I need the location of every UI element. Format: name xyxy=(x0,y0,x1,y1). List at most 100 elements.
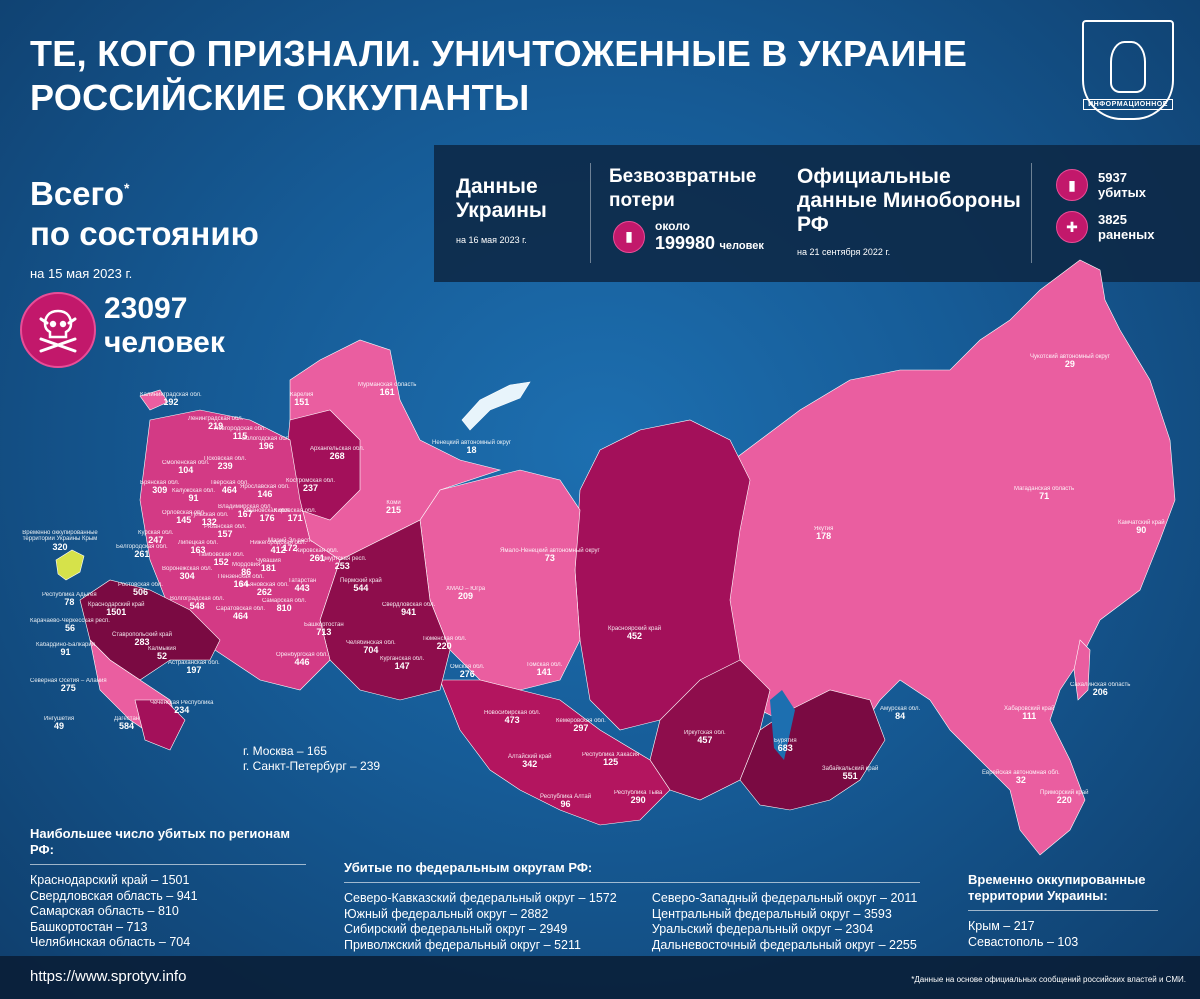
map-label-chuvashia: Чувашия 181 xyxy=(256,558,281,574)
occupied-list: Временно оккупированные территории Украи… xyxy=(968,872,1158,950)
list-item: Дальневосточный федеральный округ – 2255 xyxy=(651,937,917,952)
list-item: Центральный федеральный округ – 3593 xyxy=(651,906,892,921)
title-line-2: РОССИЙСКИЕ ОККУПАНТЫ xyxy=(30,77,530,118)
map-label-irkutsk: Иркутская обл. 457 xyxy=(684,730,726,746)
list-item: Уральский федеральный округ – 2304 xyxy=(651,922,874,936)
map-label-nizhny: Нижегородская обл. 412 xyxy=(250,540,307,556)
lake-baikal xyxy=(770,690,795,760)
mod-stats: ▮ 5937 убитых ✚ 3825 раненых xyxy=(1056,169,1154,243)
map-label-udmurtia: Удмуртская респ. 253 xyxy=(318,556,367,572)
map-label-adygea: Республика Адыгея 78 xyxy=(42,592,97,608)
total-count-unit: человек xyxy=(104,326,225,359)
killed-label: убитых xyxy=(1098,185,1146,200)
total-title-line1: Всего xyxy=(30,175,125,212)
map-label-ulyanovsk: Ульяновская обл. 262 xyxy=(240,582,289,598)
map-label-chelyabinsk: Челябинская обл. 704 xyxy=(346,640,396,656)
mod-block: Официальные данные Минобороны РФ на 21 с… xyxy=(797,165,1022,257)
map-label-tyumen: Тюменская обл. 220 xyxy=(422,636,467,652)
wounded-row: ✚ 3825 раненых xyxy=(1056,211,1154,243)
panel-divider xyxy=(1031,163,1032,263)
mod-date: на 21 сентября 2022 г. xyxy=(797,247,891,257)
map-label-ryazan: Рязанская обл. 157 xyxy=(204,524,247,540)
map-label-astrakhan: Астраханская обл. 197 xyxy=(168,660,220,676)
region-sakhalin xyxy=(1073,639,1091,701)
map-label-tambov: Тамбовская обл. 152 xyxy=(198,552,245,568)
footer: https://www.sprotyv.info *Данные на осно… xyxy=(0,956,1200,999)
map-label-rostov: Ростовская обл. 506 xyxy=(118,582,163,598)
map-label-pskov: Псковская обл. 239 xyxy=(204,456,247,472)
region-novaya-zemlya xyxy=(461,381,531,431)
region-dagestan xyxy=(134,699,186,751)
map-label-novgorod: Новгородская обл. 115 xyxy=(214,426,266,442)
list-item: Северо-Западный федеральный округ – 2011 xyxy=(651,891,918,905)
total-asterisk: * xyxy=(124,180,130,196)
occupied-title: Временно оккупированные территории Украи… xyxy=(968,872,1146,903)
region-crimea xyxy=(55,549,85,581)
map-label-kaluga: Калужская обл. 91 xyxy=(172,488,216,504)
map-label-tyva: Республика Тыва 290 xyxy=(614,790,663,806)
total-title-line2: по состоянию xyxy=(30,215,259,252)
map-label-kemerovo: Кемеровская обл. 297 xyxy=(556,718,606,734)
federal-districts-col1: Северо-Кавказский федеральный округ – 15… xyxy=(344,891,642,953)
map-label-tatarstan: Татарстан 443 xyxy=(288,578,317,594)
total-count: 23097 человек xyxy=(104,292,225,360)
bandaged-person-icon: ✚ xyxy=(1056,211,1088,243)
spb-count: г. Санкт-Петербург – 239 xyxy=(243,759,381,773)
losses-block: Безвозвратные потери ▮ около 199980 чело… xyxy=(609,165,789,254)
map-label-perm: Пермский край 544 xyxy=(340,578,382,594)
list-item: Севастополь – 103 xyxy=(968,934,1079,949)
map-label-leningrad: Ленинградская обл. 219 xyxy=(188,416,244,432)
federal-districts-columns: Северо-Кавказский федеральный округ – 15… xyxy=(344,891,920,953)
map-label-volgograd: Волгоградская обл. 548 xyxy=(170,596,225,612)
ukraine-title: Данные Украины xyxy=(456,175,547,222)
map-label-arkhangelsk: Архангельская обл. 268 xyxy=(310,446,365,462)
list-item: Башкортостан – 713 xyxy=(30,919,148,934)
map-label-magadan: Магаданская область 71 xyxy=(1014,486,1075,502)
list-item: Краснодарский край – 1501 xyxy=(30,873,190,887)
map-label-penza: Пензенская обл. 164 xyxy=(218,574,264,590)
map-label-zabaikalsky: Забайкальский край 551 xyxy=(822,766,879,782)
divider xyxy=(968,910,1158,911)
map-label-krasnodar: Краснодарский край 1501 xyxy=(88,602,145,618)
footer-url[interactable]: https://www.sprotyv.info xyxy=(30,968,187,985)
map-label-novosibirsk: Новосибирская обл. 473 xyxy=(484,710,541,726)
map-label-altai-rep: Республика Алтай 96 xyxy=(540,794,592,810)
divider xyxy=(344,882,920,883)
map-label-ingushetia: Ингушетия 49 xyxy=(44,716,75,732)
list-item: Крым – 217 xyxy=(968,919,1035,933)
map-label-karelia: Карелия 151 xyxy=(290,392,314,408)
top-regions-title: Наибольшее число убитых по регионам РФ: xyxy=(30,826,291,857)
map-label-lipetsk: Липецкая обл. 163 xyxy=(178,540,218,556)
skull-crossbones-icon xyxy=(20,292,96,368)
federal-districts-title: Убитые по федеральным округам РФ: xyxy=(344,860,593,875)
list-item: Свердловская область – 941 xyxy=(30,888,198,903)
map-label-krasnoyarsk: Красноярский край 452 xyxy=(608,626,662,642)
map-label-khakassia: Республика Хакасия 125 xyxy=(582,752,640,768)
list-item: Южный федеральный округ – 2882 xyxy=(344,906,549,921)
losses-unit: человек xyxy=(719,240,764,252)
map-label-kirov-obl: Кировская обл. 261 xyxy=(296,548,339,564)
map-label-kaliningrad: Калининградская обл. 192 xyxy=(140,392,202,408)
moscow-count: г. Москва – 165 xyxy=(243,744,327,758)
map-label-jewish-ao: Еврейская автономная обл. 32 xyxy=(982,770,1060,786)
map-label-kamchatka: Камчатский край 90 xyxy=(1118,520,1165,536)
map-label-crimea-occupied: Временно оккупированные территории Украи… xyxy=(22,530,98,552)
map-label-bashkortostan: Башкортостан 713 xyxy=(304,622,344,638)
map-label-kalmykia: Калмыкия 52 xyxy=(148,646,176,662)
region-kaliningrad xyxy=(139,389,169,411)
list-item: Северо-Кавказский федеральный округ – 15… xyxy=(344,891,617,905)
map-label-saratov: Саратовская обл. 464 xyxy=(216,606,266,622)
map-label-mordovia: Мордовия 86 xyxy=(232,562,261,578)
map-label-samara: Самарская обл. 810 xyxy=(262,598,307,614)
map-label-kirov: Кировская обл. 171 xyxy=(274,508,317,524)
map-label-komi: Коми 215 xyxy=(386,500,402,516)
losses-value: 199980 xyxy=(655,233,716,253)
dog-tag-icon: ▮ xyxy=(1056,169,1088,201)
map-label-vladimir: Владимирская обл. 167 xyxy=(218,504,273,520)
list-item: Сибирский федеральный округ – 2949 xyxy=(344,922,568,936)
map-label-orel: Орловская обл. 145 xyxy=(162,510,206,526)
killed-value: 5937 xyxy=(1098,170,1127,185)
logo-text: ИНФОРМАЦИОННОЕ xyxy=(1083,99,1173,110)
map-label-dagestan: Дагестан 584 xyxy=(114,716,140,732)
map-label-kursk: Курская обл. 247 xyxy=(138,530,174,546)
